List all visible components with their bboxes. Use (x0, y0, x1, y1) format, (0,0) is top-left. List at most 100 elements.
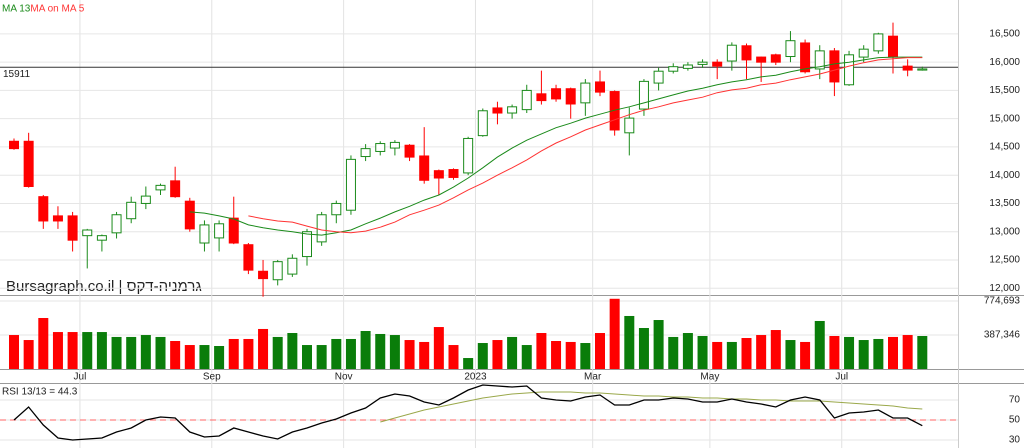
candle-body (199, 224, 210, 244)
candle-body (477, 110, 488, 137)
rsi-line (380, 391, 923, 423)
volume-bar (52, 332, 63, 369)
volume-bar (375, 333, 386, 369)
volume-bar (23, 340, 34, 369)
candle-body (492, 107, 503, 114)
candle-body (902, 65, 913, 71)
y-tick-label: 13,000 (989, 226, 1020, 237)
volume-bar (184, 345, 195, 369)
candle-body (565, 88, 576, 105)
candle-body (243, 244, 254, 271)
y-tick-label: 774,693 (984, 296, 1021, 307)
candle-body (345, 158, 356, 211)
candle-body (800, 42, 811, 73)
candle-body (726, 44, 737, 62)
candle-body (214, 223, 225, 239)
candle-body (287, 257, 298, 275)
volume-bar (741, 338, 752, 369)
candle-body (67, 215, 78, 241)
candle-body (785, 40, 796, 58)
volume-bar (345, 338, 356, 369)
candle-body (433, 170, 444, 179)
volume-bar (565, 341, 576, 369)
volume-bar (243, 338, 254, 369)
y-tick-label: 14,000 (989, 170, 1020, 181)
candle-body (463, 137, 474, 174)
candle-body (741, 45, 752, 61)
volume-bar (668, 336, 679, 369)
candle-body (375, 143, 386, 152)
volume-bar (844, 336, 855, 369)
volume-bar (624, 315, 635, 369)
candle-body (184, 200, 195, 230)
volume-bar (800, 341, 811, 369)
candle-body (52, 215, 63, 222)
candle-body (82, 229, 93, 237)
volume-bar (507, 336, 518, 369)
candle-body (126, 201, 137, 220)
candle-body (272, 261, 283, 281)
candle-body (668, 66, 679, 72)
volume-bar (258, 328, 269, 369)
candle-body (111, 214, 122, 234)
volume-bar (272, 336, 283, 369)
candle-body (551, 88, 562, 100)
candle-body (814, 50, 825, 70)
volume-bar (521, 345, 532, 369)
x-tick-label: Mar (584, 372, 602, 383)
candle-body (170, 180, 181, 198)
candle-body (331, 202, 342, 216)
candle-body (23, 140, 34, 187)
y-tick-label: 30 (1009, 435, 1021, 446)
volume-bar (595, 333, 605, 369)
volume-bar (888, 336, 898, 369)
candle-body (302, 231, 312, 258)
last-price-label: 15911 (3, 69, 31, 80)
candle-body (829, 50, 840, 83)
volume-bar (302, 345, 312, 369)
volume-bar (829, 335, 840, 369)
volume-bar (536, 333, 547, 369)
volume-bar (170, 340, 181, 369)
volume-bar (492, 340, 503, 369)
candle-body (580, 82, 591, 104)
volume-bar (756, 335, 767, 369)
volume-bar (873, 338, 884, 369)
volume-bar (82, 332, 93, 369)
candle-body (858, 48, 869, 58)
candle-body (638, 80, 649, 110)
candle-body (140, 195, 151, 204)
x-tick-label: Sep (203, 372, 221, 383)
volume-bar (638, 328, 649, 369)
volume-bar (155, 336, 166, 369)
legend-entry: MA on MA 5 (30, 4, 84, 15)
candle-body (507, 106, 518, 114)
candle-body (756, 56, 767, 63)
ma-line (248, 57, 923, 234)
candle-body (419, 155, 430, 181)
volume-bar (228, 338, 239, 369)
candle-body (9, 140, 19, 150)
volume-bar (360, 330, 371, 369)
y-tick-label: 12,000 (989, 283, 1020, 294)
y-tick-label: 16,000 (989, 57, 1020, 68)
candle-body (228, 217, 239, 244)
x-tick-label: Nov (335, 372, 353, 383)
candle-body (404, 144, 415, 158)
volume-bar (726, 341, 737, 369)
volume-bar (214, 346, 225, 369)
x-tick-label: 2023 (464, 372, 487, 383)
volume-bar (38, 317, 49, 369)
x-tick-label: Jul (74, 372, 87, 383)
volume-bar (682, 333, 693, 369)
y-tick-label: 13,500 (989, 198, 1020, 209)
candle-body (96, 235, 107, 241)
volume-bar (9, 335, 19, 369)
volume-bar (697, 335, 708, 369)
candle-body (624, 117, 635, 134)
volume-bar (404, 340, 415, 369)
volume-bar (433, 327, 444, 369)
candle-body (888, 35, 898, 58)
y-tick-label: 15,500 (989, 85, 1020, 96)
volume-bar (580, 343, 591, 369)
